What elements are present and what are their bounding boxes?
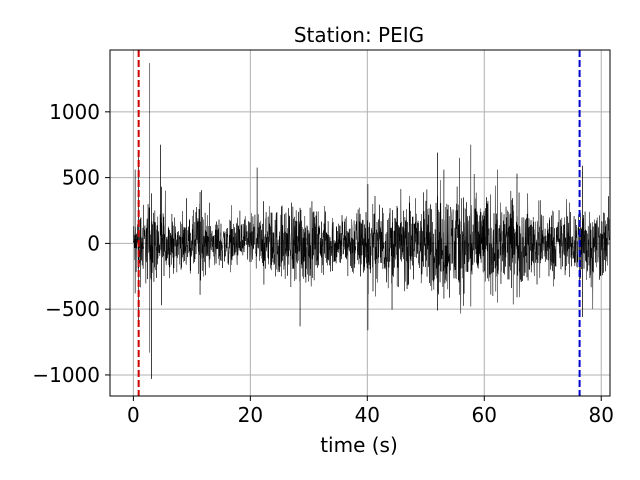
x-tick-label: 0 — [127, 403, 140, 427]
x-axis-label: time (s) — [320, 433, 398, 457]
x-tick-label: 80 — [589, 403, 614, 427]
plot-area — [133, 50, 611, 396]
chart-title: Station: PEIG — [294, 23, 424, 47]
y-tick-label: 0 — [87, 231, 100, 255]
plot-frame — [109, 49, 611, 397]
phase-markers — [137, 50, 581, 396]
y-tick-label: 500 — [62, 166, 100, 190]
x-tick-label: 20 — [238, 403, 263, 427]
x-tick-label: 60 — [472, 403, 497, 427]
x-axis-ticks: 0 20 40 60 80 — [127, 396, 614, 427]
x-tick-label: 40 — [355, 403, 380, 427]
y-tick-label: −500 — [45, 297, 100, 321]
y-tick-label: −1000 — [32, 363, 100, 387]
y-axis-ticks: −1000 −500 0 500 1000 — [32, 100, 110, 387]
waveform-trace — [133, 63, 611, 379]
y-tick-label: 1000 — [49, 100, 100, 124]
